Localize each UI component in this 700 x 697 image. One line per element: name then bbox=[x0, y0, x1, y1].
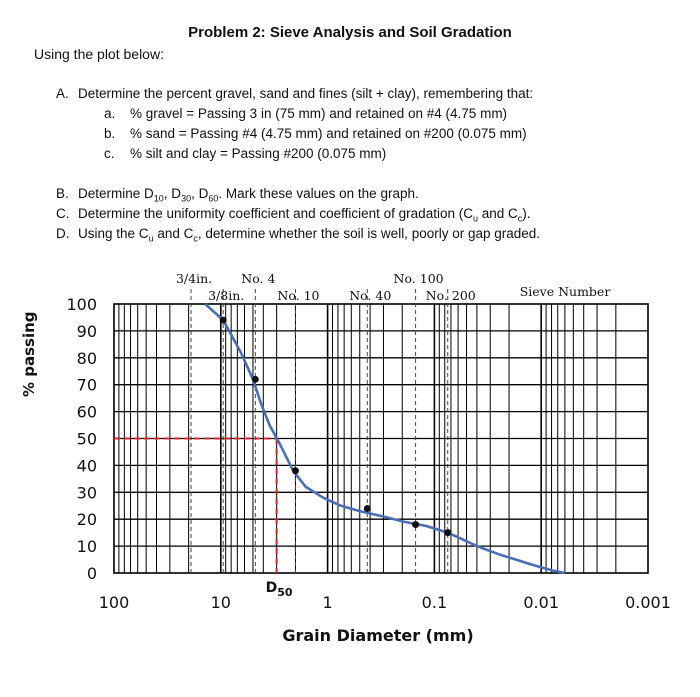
qb-text-1: Determine D bbox=[78, 186, 154, 201]
qc-text-2: and C bbox=[477, 206, 518, 221]
y-axis-label: % passing bbox=[20, 311, 38, 397]
qb-sub-2: 30 bbox=[181, 193, 192, 204]
qb-text-4: . Mark these values on the graph. bbox=[218, 186, 419, 201]
x-tick-label: 0.001 bbox=[625, 593, 671, 612]
sieve-label: 3/8in. bbox=[208, 288, 244, 303]
question-c: C. Determine the uniformity coefficient a… bbox=[56, 206, 531, 224]
data-point bbox=[219, 316, 227, 324]
sieve-label: No. 200 bbox=[426, 288, 476, 303]
qd-text-3: , determine whether the soil is well, po… bbox=[197, 226, 541, 241]
question-a-label: A. bbox=[56, 86, 69, 101]
qb-sub-1: 10 bbox=[153, 193, 164, 204]
qc-text-3: ). bbox=[522, 206, 531, 221]
item-b-label: b. bbox=[104, 126, 116, 141]
y-tick-label: 90 bbox=[77, 322, 97, 341]
sieve-header: Sieve Number bbox=[520, 284, 611, 299]
question-c-label: C. bbox=[56, 206, 70, 221]
sieve-label: No. 4 bbox=[241, 271, 275, 286]
sieve-label: No. 40 bbox=[349, 288, 391, 303]
problem-title: Problem 2: Sieve Analysis and Soil Grada… bbox=[188, 24, 512, 41]
item-c-text: % silt and clay = Passing #200 (0.075 mm… bbox=[130, 146, 387, 161]
y-tick-label: 0 bbox=[87, 564, 97, 583]
question-a-item-c: c. % silt and clay = Passing #200 (0.075 … bbox=[104, 146, 386, 161]
d50-label: D50 bbox=[266, 580, 293, 599]
qb-text-2: , D bbox=[163, 186, 182, 201]
item-a-text: % gravel = Passing 3 in (75 mm) and reta… bbox=[130, 106, 508, 121]
y-tick-label: 70 bbox=[77, 376, 97, 395]
x-tick-label: 1 bbox=[323, 593, 333, 612]
x-tick-label: 0.01 bbox=[523, 593, 559, 612]
data-point bbox=[412, 521, 420, 529]
y-tick-label: 30 bbox=[77, 483, 97, 502]
y-tick-label: 10 bbox=[77, 537, 97, 556]
qb-text-3: , D bbox=[191, 186, 209, 201]
qd-sub-2: c bbox=[193, 233, 198, 244]
question-b-label: B. bbox=[56, 186, 69, 201]
y-tick-label: 40 bbox=[77, 456, 97, 475]
y-tick-label: 80 bbox=[77, 349, 97, 368]
qc-sub-1: u bbox=[472, 213, 478, 224]
data-point bbox=[363, 504, 371, 512]
x-axis-label: Grain Diameter (mm) bbox=[282, 626, 473, 645]
qd-sub-1: u bbox=[148, 233, 154, 244]
qd-text-2: and C bbox=[153, 226, 194, 241]
qd-text-1: Using the C bbox=[78, 226, 149, 241]
y-tick-label: 100 bbox=[66, 295, 97, 314]
qc-text-1: Determine the uniformity coefficient and… bbox=[78, 206, 473, 221]
item-c-label: c. bbox=[104, 146, 115, 161]
x-tick-label: 100 bbox=[99, 593, 130, 612]
question-a-text: Determine the percent gravel, sand and f… bbox=[78, 86, 534, 101]
y-tick-label: 20 bbox=[77, 510, 97, 529]
y-tick-label: 60 bbox=[77, 403, 97, 422]
question-a-item-b: b. % sand = Passing #4 (4.75 mm) and reta… bbox=[104, 126, 527, 141]
gradation-curve bbox=[204, 303, 566, 575]
d50-subscript: 50 bbox=[277, 586, 293, 599]
question-a-item-a: a. % gravel = Passing 3 in (75 mm) and re… bbox=[104, 106, 507, 121]
question-b: B. Determine D10, D30, D60. Mark these va… bbox=[56, 186, 419, 204]
x-tick-label: 0.1 bbox=[422, 593, 447, 612]
y-tick-label: 50 bbox=[77, 430, 97, 449]
item-a-label: a. bbox=[104, 106, 116, 121]
item-b-text: % sand = Passing #4 (4.75 mm) and retain… bbox=[130, 126, 527, 141]
sieve-label: No. 100 bbox=[394, 271, 444, 286]
sieve-label: 3/4in. bbox=[176, 271, 212, 286]
data-point bbox=[251, 375, 259, 383]
qc-sub-2: c bbox=[517, 213, 523, 224]
question-d: D. Using the Cu and Cc, determine whether… bbox=[56, 226, 540, 244]
qb-sub-3: 60 bbox=[208, 193, 219, 204]
data-point bbox=[291, 467, 299, 475]
data-point bbox=[444, 529, 452, 537]
sieve-label: No. 10 bbox=[277, 288, 319, 303]
question-d-label: D. bbox=[56, 226, 70, 241]
intro-text: Using the plot below: bbox=[34, 46, 164, 62]
question-a: A. Determine the percent gravel, sand and… bbox=[56, 86, 533, 101]
x-tick-label: 10 bbox=[211, 593, 231, 612]
